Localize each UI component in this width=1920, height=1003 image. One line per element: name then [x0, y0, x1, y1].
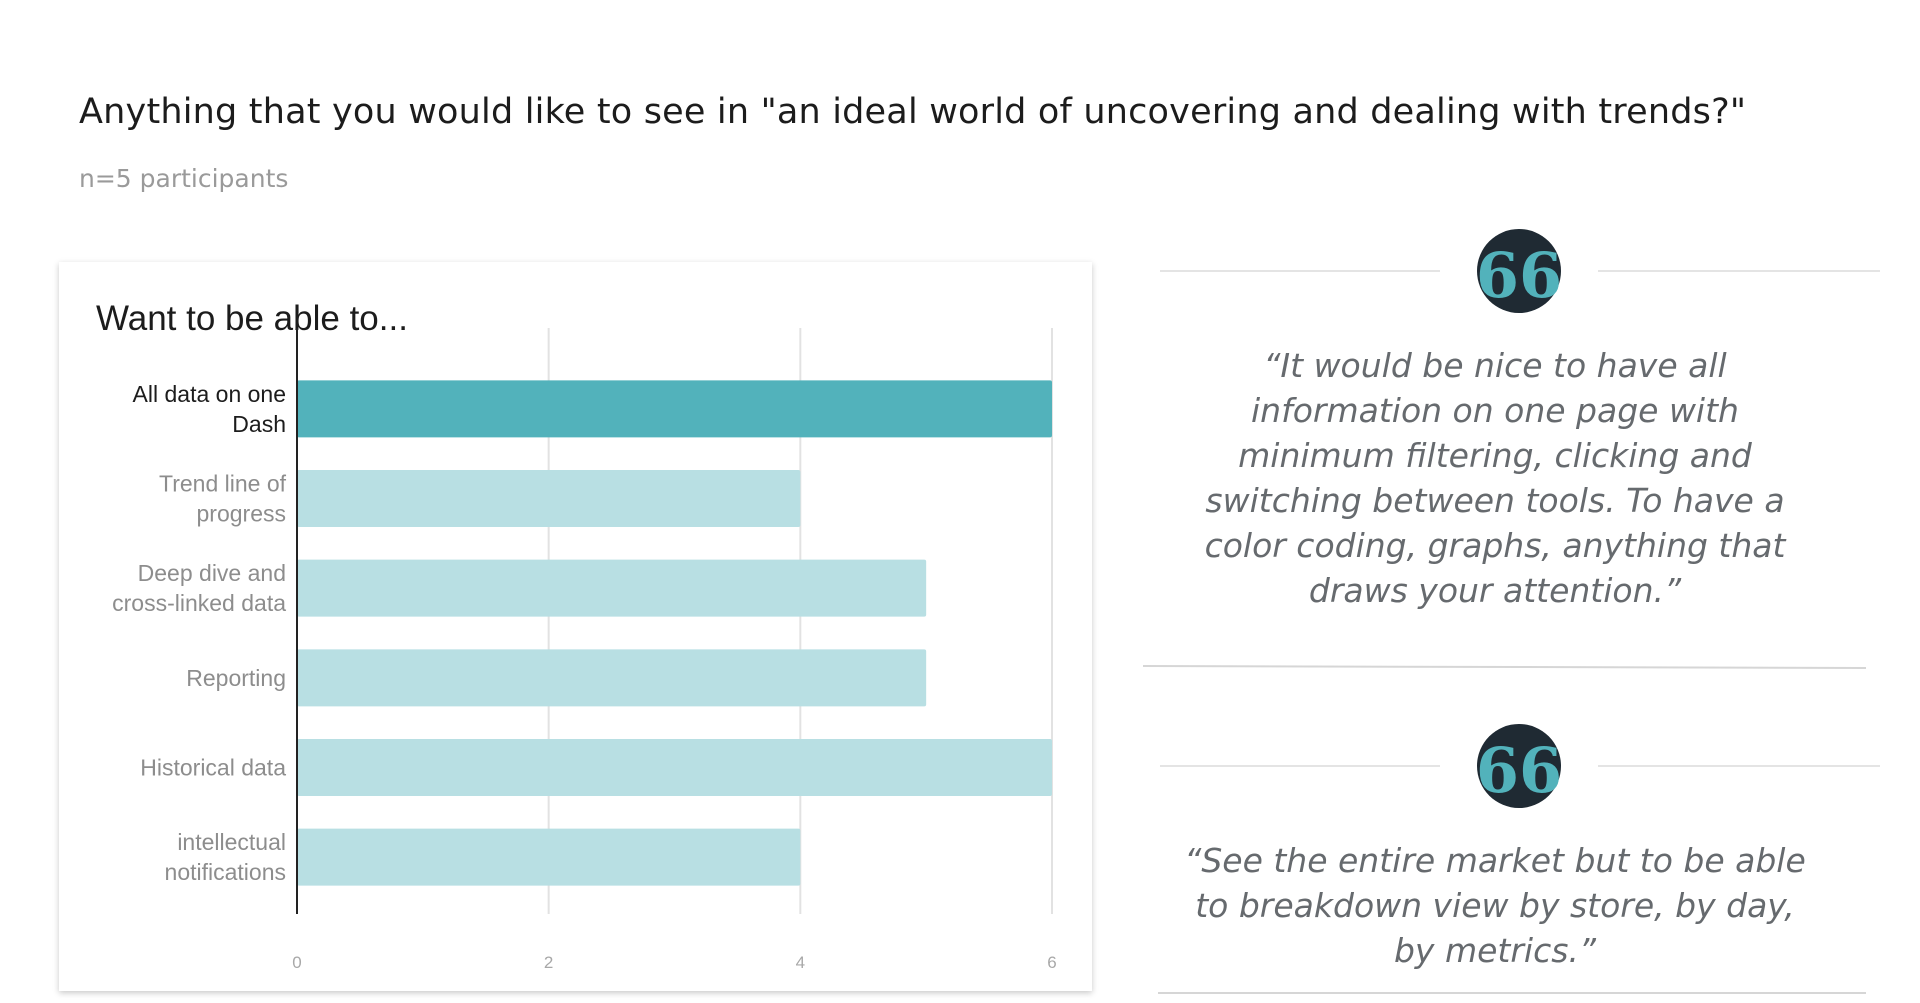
quote-divider-left [1160, 270, 1440, 272]
quote-divider-right [1598, 270, 1880, 272]
bar [297, 559, 927, 617]
x-tick-label: 6 [1047, 953, 1056, 972]
category-label: Trend line of [159, 471, 287, 497]
category-label: intellectual [177, 829, 286, 855]
quote-mark-glyph: 66 [1476, 239, 1562, 312]
quote-separator [1142, 665, 1867, 669]
category-label: All data on one [133, 381, 286, 407]
category-label: Reporting [186, 665, 286, 691]
bar [297, 739, 1052, 796]
quote-divider-left [1160, 765, 1440, 767]
category-label: Deep dive and [138, 560, 286, 586]
svg-text:66: 66 [1477, 239, 1561, 312]
category-label: cross-linked data [112, 590, 286, 616]
page-subtitle: n=5 participants [79, 164, 289, 193]
x-tick-label: 4 [796, 953, 805, 972]
chart-card: Want to be able to... 0 2 4 6 All data on on… [59, 262, 1092, 991]
category-label: progress [197, 501, 286, 527]
category-label: notifications [165, 859, 286, 885]
bar [297, 828, 801, 886]
bar-chart: 0 2 4 6 All data on one Dash Trend line of prog… [112, 328, 1057, 972]
bar [297, 649, 927, 707]
quote-icon: 66 [1476, 724, 1562, 808]
quote-mark-glyph: 66 [1476, 734, 1562, 807]
x-tick-label: 0 [292, 953, 301, 972]
quote-divider-right [1598, 765, 1880, 767]
bar [297, 470, 801, 527]
page-title: Anything that you would like to see in "… [79, 92, 1747, 132]
quote-text: “It would be nice to have all informatio… [1204, 346, 1786, 610]
chart-title: Want to be able to... [96, 299, 408, 338]
quote-separator [1158, 992, 1866, 994]
category-label: Historical data [140, 755, 286, 781]
svg-text:66: 66 [1477, 734, 1561, 807]
quote-icon: 66 [1476, 229, 1562, 313]
category-label: Dash [232, 411, 286, 437]
bar [297, 380, 1052, 438]
x-tick-label: 2 [544, 953, 553, 972]
quote-text: “See the entire market but to be able to… [1184, 841, 1806, 970]
